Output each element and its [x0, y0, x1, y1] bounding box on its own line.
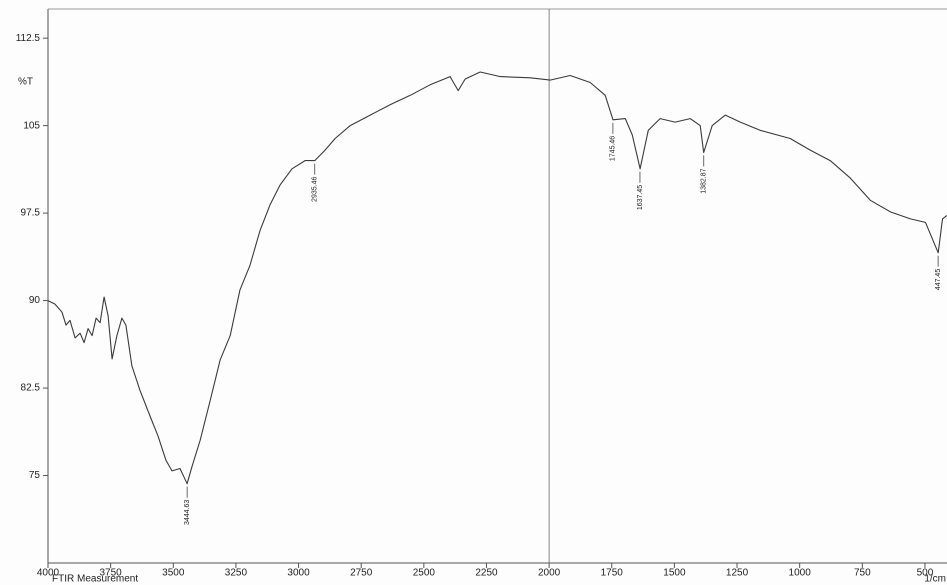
peak-label: 1382.87: [701, 168, 708, 193]
peak-label: 2935.46: [312, 177, 319, 202]
x-tick-label: 1000: [789, 568, 812, 579]
x-tick-label: 1500: [663, 568, 686, 579]
x-tick-label: 3000: [287, 568, 310, 579]
x-tick-label: 1250: [726, 568, 749, 579]
y-tick-label: 105: [23, 120, 40, 131]
peak-label: 447.45: [935, 269, 942, 291]
x-tick-label: 2500: [413, 568, 436, 579]
x-tick-label: 2750: [350, 568, 373, 579]
y-tick-label: 97.5: [21, 208, 41, 219]
y-tick-label: 90: [29, 295, 41, 306]
y-tick-label: 82.5: [21, 383, 41, 394]
x-tick-label: 750: [854, 568, 871, 579]
y-tick-label: 75: [29, 470, 41, 481]
spectrum-line: [47, 71, 947, 485]
peak-label: 3444.63: [184, 500, 191, 525]
x-axis-label: 1/cm: [924, 574, 946, 585]
x-tick-label: 3500: [162, 568, 185, 579]
y-axis-label: %T: [18, 77, 33, 88]
x-tick-label: 3250: [225, 568, 248, 579]
x-tick-label: 2250: [475, 568, 498, 579]
peak-label: 1745.46: [610, 136, 617, 161]
x-tick-label: 500: [917, 568, 934, 579]
x-tick-label: 1750: [601, 568, 624, 579]
y-tick-label: 112.5: [16, 33, 41, 44]
peak-label: 1637.45: [637, 185, 644, 210]
x-tick-label: 3750: [100, 568, 123, 579]
x-tick-label: 4000: [37, 568, 60, 579]
footer: FTIR Measurement: [52, 574, 138, 585]
x-tick-label: 2000: [538, 568, 561, 579]
